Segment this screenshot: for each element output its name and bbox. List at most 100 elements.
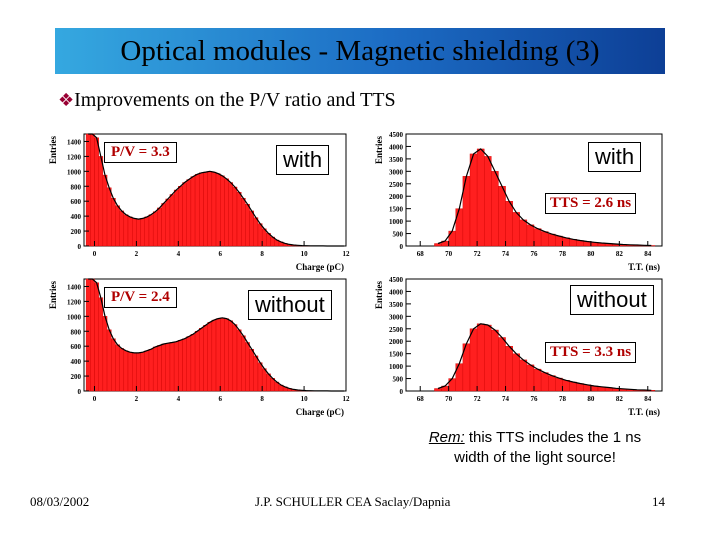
histogram-bar (190, 334, 196, 392)
histogram-bar (186, 179, 192, 247)
fit-line (437, 148, 652, 247)
y-tick-label: 1500 (389, 351, 404, 359)
y-tick-label: 200 (71, 373, 82, 381)
x-tick-label: 72 (474, 250, 482, 258)
histogram-bar (266, 373, 271, 392)
y-tick-label: 400 (71, 213, 82, 221)
y-axis-label: Entries (48, 281, 58, 309)
histogram-bar (182, 338, 187, 392)
histogram-bar (253, 355, 259, 392)
y-tick-label: 4000 (389, 143, 404, 151)
y-tick-label: 3000 (389, 313, 404, 321)
histogram-bar (140, 218, 145, 247)
histogram-bar (484, 156, 492, 247)
histogram-bar (148, 214, 154, 247)
x-tick-label: 6 (218, 395, 222, 403)
histogram-bar (115, 205, 120, 247)
diamond-bullet-icon: ❖ (58, 90, 75, 111)
x-axis-label: Charge (pC) (296, 407, 344, 417)
x-tick-label: 0 (93, 250, 97, 258)
histogram-bar (190, 176, 196, 247)
x-tick-label: 76 (531, 250, 539, 258)
histogram-bar (253, 217, 259, 247)
histogram-bar (228, 182, 234, 247)
condition-label-without-right: without (570, 285, 654, 315)
remark-prefix: Rem: (428, 429, 465, 446)
histogram-bar (98, 297, 104, 392)
x-tick-label: 78 (559, 250, 567, 258)
histogram-bar (240, 335, 246, 392)
y-tick-label: 800 (71, 183, 82, 191)
histogram-bar (562, 237, 570, 247)
histogram-bar (548, 233, 556, 247)
x-tick-label: 84 (644, 250, 652, 258)
histogram-bar (211, 171, 217, 247)
subtitle-text: Improvements on the P/V ratio and TTS (74, 89, 396, 111)
x-tick-label: 68 (417, 250, 425, 258)
histogram-bar (249, 348, 254, 392)
histogram-bar (102, 174, 108, 247)
remark-text: this TTS includes the 1 ns width of the … (454, 429, 642, 466)
histogram-bar (157, 345, 162, 392)
histogram-bar (152, 211, 158, 247)
y-tick-label: 1000 (67, 168, 82, 176)
histogram-bar (498, 186, 506, 247)
histogram-bar (505, 200, 513, 247)
histogram-bar (203, 325, 208, 392)
y-tick-label: 1000 (389, 363, 404, 371)
y-tick-label: 3000 (389, 168, 404, 176)
x-axis-label: Charge (pC) (296, 262, 344, 272)
histogram-bar (476, 323, 485, 392)
histogram-bar (186, 336, 192, 392)
histogram-bar (224, 178, 229, 247)
histogram-bar (85, 133, 91, 247)
histogram-bar (228, 320, 234, 392)
y-tick-label: 600 (71, 198, 82, 206)
pv-label-with: P/V = 3.3 (104, 142, 177, 163)
histogram-bar (245, 342, 250, 392)
y-tick-label: 0 (78, 388, 82, 396)
histogram-bar (169, 342, 175, 392)
y-tick-label: 3500 (389, 156, 404, 164)
y-tick-label: 0 (400, 388, 404, 396)
histogram-bar (540, 372, 549, 392)
x-tick-label: 12 (343, 395, 351, 403)
histogram-bar (211, 319, 217, 392)
histogram-bar (469, 328, 478, 392)
y-tick-label: 1200 (67, 298, 82, 306)
x-tick-label: 76 (531, 395, 539, 403)
histogram-bar (576, 383, 584, 392)
histogram-bar (136, 352, 141, 392)
x-tick-label: 82 (616, 250, 624, 258)
histogram-bar (533, 228, 542, 247)
histogram-bar (249, 210, 254, 247)
x-tick-label: 8 (260, 250, 264, 258)
histogram-bar (106, 187, 112, 247)
x-tick-label: 12 (343, 250, 351, 258)
histogram-bar (569, 381, 577, 392)
histogram-bar (555, 377, 563, 392)
histogram-bar (261, 368, 267, 392)
histogram-bar (484, 324, 492, 392)
histogram-bar (111, 198, 116, 247)
footer-page-number: 14 (652, 494, 665, 509)
histogram-bar (152, 346, 158, 392)
histogram-bar (169, 194, 175, 247)
y-tick-label: 400 (71, 358, 82, 366)
y-tick-label: 1400 (67, 138, 82, 146)
slide-title: Optical modules - Magnetic shielding (3) (55, 28, 665, 74)
histogram-bar (434, 243, 442, 247)
histogram-bar (215, 173, 221, 247)
histogram-bar (157, 207, 162, 247)
x-tick-label: 0 (93, 395, 97, 403)
fit-line (88, 278, 344, 392)
histogram-bar (257, 362, 263, 392)
x-axis-label: T.T. (ns) (628, 407, 660, 417)
x-tick-label: 8 (260, 395, 264, 403)
fit-line (88, 133, 344, 247)
histogram-bar (240, 198, 246, 247)
histogram-bar (512, 353, 520, 392)
histogram-bar (236, 329, 242, 392)
histogram-bar (115, 344, 120, 392)
histogram-bar (94, 282, 99, 392)
